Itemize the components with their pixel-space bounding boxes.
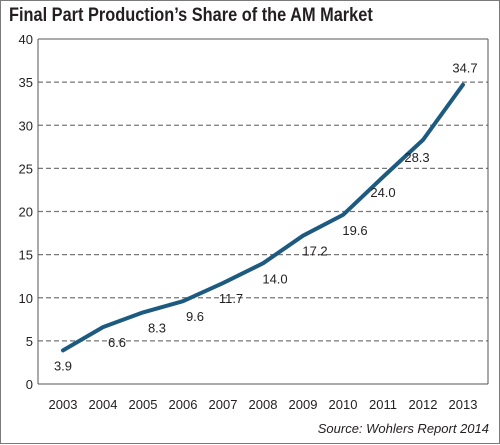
data-label-2004: 6.6 [108,335,126,350]
data-label-2011: 24.0 [370,185,395,200]
x-tick-label-2006: 2006 [169,397,198,412]
data-label-2003: 3.9 [54,358,72,373]
data-label-2008: 14.0 [262,271,287,286]
y-tick-label-15: 15 [19,248,33,263]
x-tick-label-2013: 2013 [449,397,478,412]
data-label-2009: 17.2 [302,244,327,259]
axes [37,38,489,385]
data-labels: 3.9 6.6 8.3 9.6 11.7 14.0 17.2 19.6 24.0 28.3 34.7 [54,61,478,374]
x-tick-label-2008: 2008 [249,397,278,412]
x-tick-label-2010: 2010 [329,397,358,412]
data-label-2005: 8.3 [148,320,166,335]
data-label-2007: 11.7 [219,291,243,306]
data-label-2010: 19.6 [342,223,367,238]
data-label-2013: 34.7 [452,61,477,76]
data-label-2006: 9.6 [186,309,204,324]
series-line [61,82,465,353]
y-tick-label-30: 30 [19,118,33,133]
x-tick-label-2004: 2004 [89,397,118,412]
data-label-2012: 28.3 [404,150,429,165]
x-tick-label-2009: 2009 [289,397,318,412]
y-tick-label-5: 5 [26,334,33,349]
x-tick-label-2007: 2007 [209,397,238,412]
x-tick-label-2003: 2003 [49,397,78,412]
x-tick-label-2011: 2011 [369,397,397,412]
y-tick-label-0: 0 [26,377,33,392]
y-tick-label-10: 10 [19,291,33,306]
y-tick-label-35: 35 [19,75,33,90]
chart-source: Source: Wohlers Report 2014 [317,421,489,436]
y-tick-label-40: 40 [19,32,33,47]
series-group [61,82,465,353]
chart-title: Final Part Production’s Share of the AM … [9,5,373,26]
y-tick-label-20: 20 [19,205,33,220]
y-tick-label-25: 25 [19,161,33,176]
x-tick-label-2012: 2012 [409,397,438,412]
grid-lines [38,81,488,342]
y-tick-labels: 0 5 10 15 20 25 30 35 40 [19,32,33,392]
x-tick-labels: 2003 2004 2005 2006 2007 2008 2009 2010 2011 2012… [49,397,478,412]
x-tick-label-2005: 2005 [129,397,158,412]
